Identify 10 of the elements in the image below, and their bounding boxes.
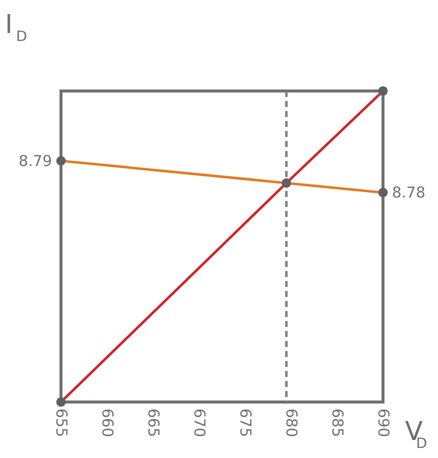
data-label: 8.78 — [392, 184, 426, 202]
x-tick-label: 665 — [144, 408, 162, 438]
x-tick-label: 670 — [190, 408, 208, 438]
data-label: 8.79 — [18, 152, 52, 170]
x-tick-label: 675 — [236, 408, 254, 438]
x-tick-label: 660 — [98, 408, 116, 438]
x-tick-label: 680 — [282, 408, 300, 438]
x-tick-label: 685 — [328, 408, 346, 438]
x-tick-label: 655 — [52, 408, 70, 438]
x-tick-label: 690 — [374, 408, 392, 438]
